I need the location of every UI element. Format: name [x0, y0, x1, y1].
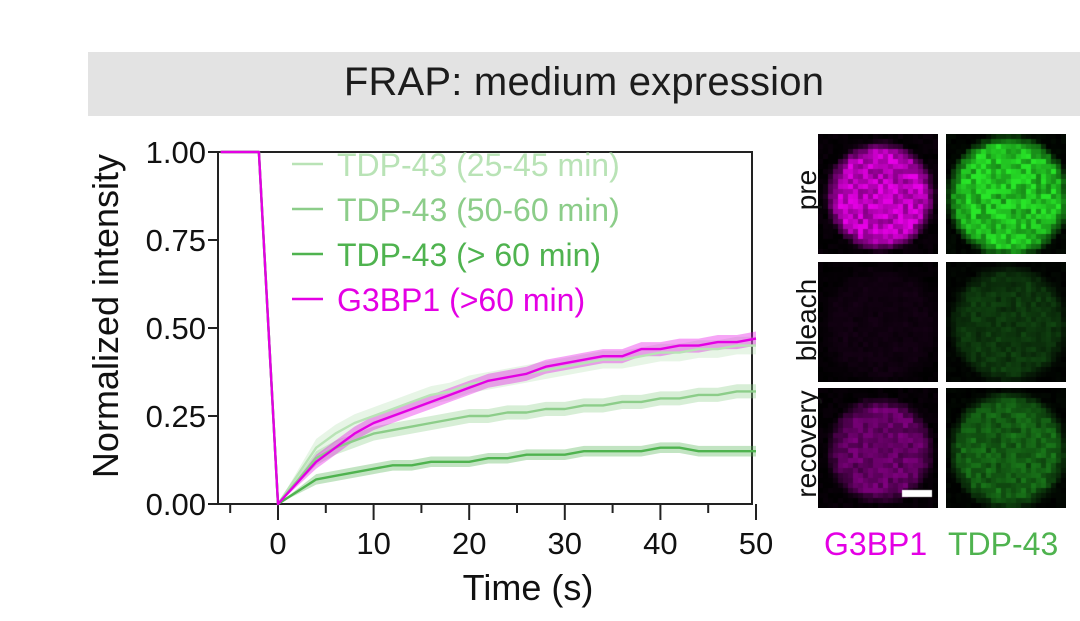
- series-line-1: [220, 150, 756, 506]
- x-tick-label: 30: [548, 526, 582, 561]
- x-tick-label: 20: [452, 526, 486, 561]
- y-tick-label: 0.50: [146, 311, 206, 346]
- legend-label-1: TDP-43 (50-60 min): [337, 192, 620, 228]
- series-line-3: [220, 150, 757, 506]
- channel-label-g3bp1: G3BP1: [824, 526, 928, 562]
- channel-label-tdp43: TDP-43: [948, 526, 1059, 562]
- micrograph-bleach-g3bp1: [818, 262, 938, 382]
- x-tick-label: 10: [356, 526, 390, 561]
- row-label-pre: pre: [791, 169, 822, 211]
- figure-title: FRAP: medium expression: [343, 60, 825, 104]
- y-axis-label: Normalized intensity: [85, 154, 126, 478]
- micrograph-pre-g3bp1: [818, 134, 938, 254]
- error-band-0: [220, 152, 757, 504]
- x-axis-label: Time (s): [463, 567, 594, 608]
- micrograph-pre-tdp43: [946, 134, 1066, 254]
- y-tick-label: 0.25: [146, 399, 206, 434]
- y-tick-label: 1.00: [146, 135, 206, 170]
- row-label-bleach: bleach: [791, 278, 822, 362]
- x-tick-label: 40: [643, 526, 677, 561]
- legend-label-3: G3BP1 (>60 min): [337, 282, 585, 318]
- micrograph-recovery-tdp43: [946, 388, 1066, 508]
- series-line-2: [220, 150, 756, 506]
- y-tick-label: 0.00: [146, 487, 206, 522]
- y-tick-label: 0.75: [146, 223, 206, 258]
- legend-label-0: TDP-43 (25-45 min): [337, 147, 620, 183]
- legend-label-2: TDP-43 (> 60 min): [337, 237, 601, 273]
- micrograph-bleach-tdp43: [946, 262, 1066, 382]
- x-tick-label: 50: [739, 526, 773, 561]
- row-label-recovery: recovery: [791, 390, 822, 498]
- title-banner: FRAP: medium expression: [88, 52, 1080, 116]
- x-tick-label: 0: [269, 526, 286, 561]
- micrograph-recovery-g3bp1: [818, 388, 938, 508]
